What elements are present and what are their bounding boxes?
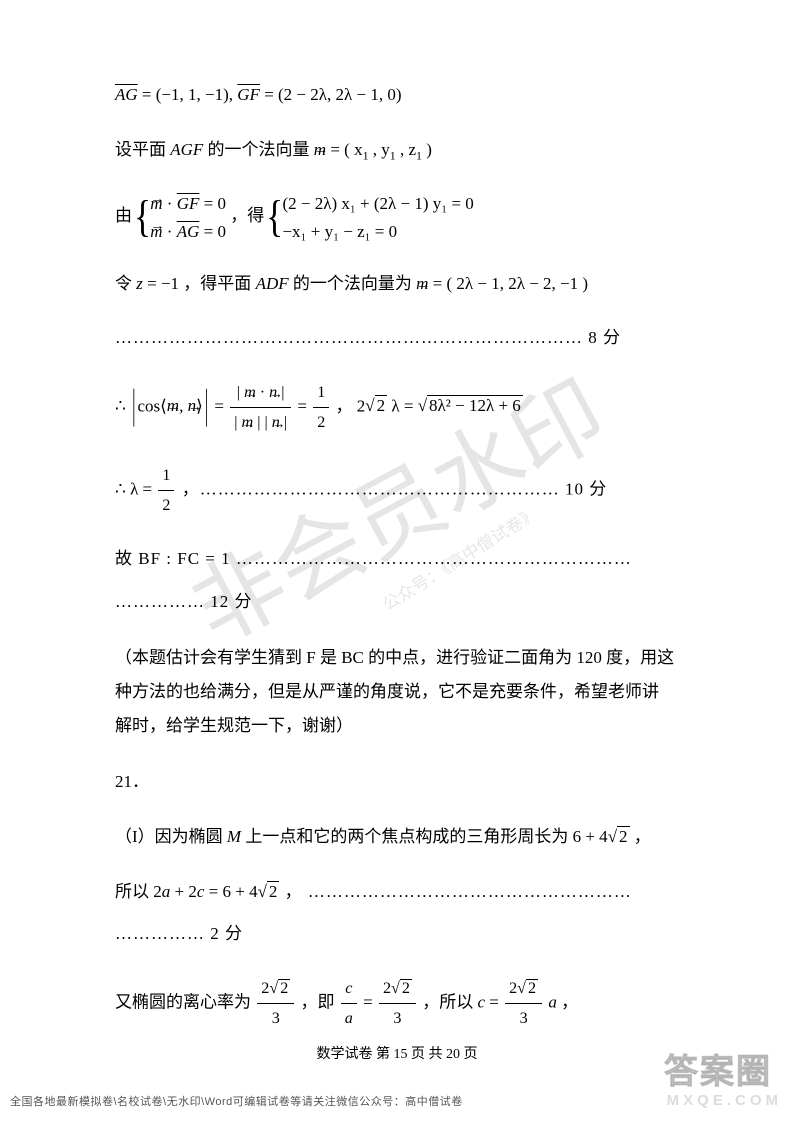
score-2: …………… 2 分 xyxy=(115,919,675,950)
q21-label: 21． xyxy=(115,767,675,798)
eq-ag-gf: AG = (−1, 1, −1), GF = (2 − 2λ, 2λ − 1, … xyxy=(115,80,675,111)
eq-normal-vec: 设平面 AGF 的一个法向量 →m = ( x1 , y1 , z1 ) xyxy=(115,135,675,167)
bottom-credit: 全国各地最新模拟卷\名校试卷\无水印\Word可编辑试卷等请关注微信公众号：高中… xyxy=(10,1093,463,1109)
note-paragraph: （本题估计会有学生猜到 F 是 BC 的中点，进行验证二面角为 120 度，用这… xyxy=(115,641,675,743)
eq-lambda-half: ∴ λ = 12 ，…………………………………………………… 10 分 xyxy=(115,461,675,520)
page-content: AG = (−1, 1, −1), GF = (2 − 2λ, 2λ − 1, … xyxy=(115,80,675,1057)
eq-2a-2c: 所以 2a + 2c = 6 + 4√2 ， ……………………………………………… xyxy=(115,877,675,908)
eq-cos: ∴ |cos⟨→m, →n⟩| = | →m · →n | | →m | | →… xyxy=(115,378,675,437)
eq-bf-fc: 故 BF : FC = 1 ………………………………………………………… xyxy=(115,544,675,575)
score-12: …………… 12 分 xyxy=(115,587,675,618)
eq-eccentricity: 又椭圆的离心率为 2√23 ，即 ca = 2√23 ，所以 c = 2√23 … xyxy=(115,974,675,1033)
eq-z-minus1: 令 z = −1 ，得平面 ADF 的一个法向量为 →m = ( 2λ − 1,… xyxy=(115,269,675,300)
q21-i: （I）因为椭圆 M 上一点和它的两个焦点构成的三角形周长为 6 + 4√2 ， xyxy=(115,822,675,853)
eq-system: 由 →m · GF = 0 →m · AG = 0 ，得 (2 − 2λ) x₁… xyxy=(115,190,675,244)
score-8: …………………………………………………………………… 8 分 xyxy=(115,323,675,354)
watermark-logo-en: MXQE.COM xyxy=(667,1092,782,1109)
page-footer: 数学试卷 第 15 页 共 20 页 xyxy=(0,1043,794,1063)
